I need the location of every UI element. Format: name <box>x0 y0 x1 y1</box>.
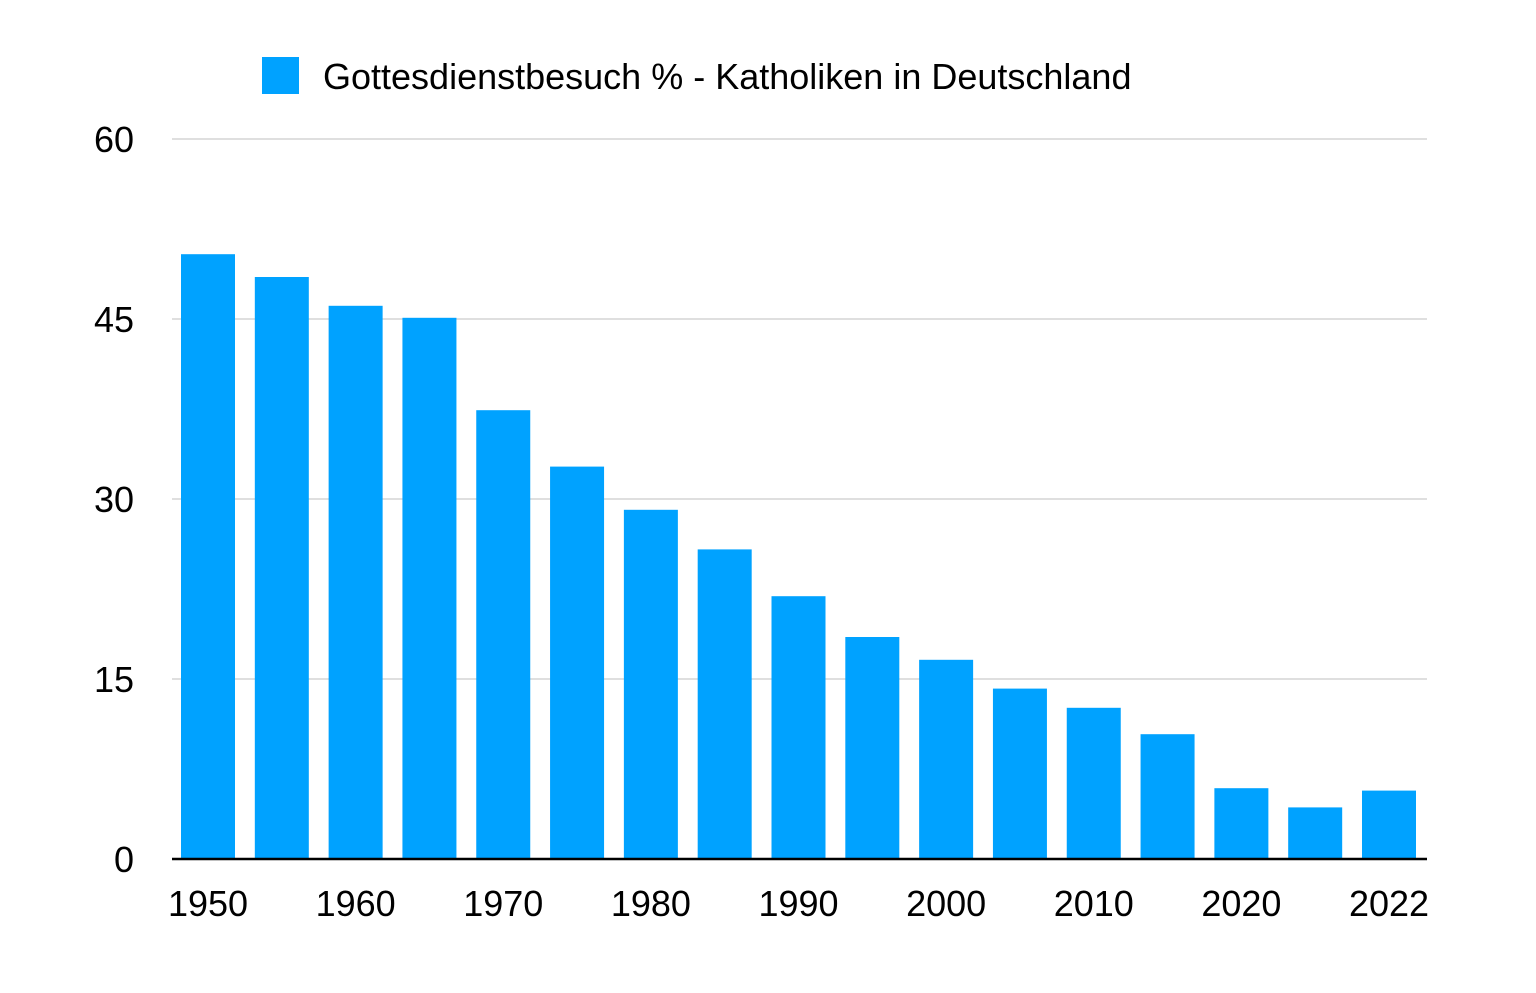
x-tick-label: 1990 <box>758 883 838 924</box>
legend: Gottesdienstbesuch % - Katholiken in Deu… <box>262 56 1131 97</box>
bar-1990 <box>771 596 826 859</box>
bar-1955 <box>254 277 309 859</box>
bar-1985 <box>697 549 752 859</box>
bars <box>181 254 1416 859</box>
y-tick-label: 30 <box>94 479 134 520</box>
y-tick-label: 45 <box>94 299 134 340</box>
bar-2021 <box>1288 807 1343 859</box>
y-tick-label: 60 <box>94 119 134 160</box>
bar-1975 <box>550 466 605 859</box>
x-tick-labels: 1950 1960 1970 1980 1990 2000 2010 2020 2022 <box>168 883 1429 924</box>
x-tick-label: 2022 <box>1349 883 1429 924</box>
x-tick-label: 2020 <box>1201 883 1281 924</box>
bar-1960 <box>328 305 383 859</box>
y-tick-label: 15 <box>94 659 134 700</box>
bar-1980 <box>623 509 678 859</box>
x-tick-label: 1980 <box>611 883 691 924</box>
bar-2005 <box>992 688 1047 859</box>
bar-2015 <box>1140 734 1195 859</box>
legend-swatch <box>262 57 299 94</box>
x-tick-label: 1960 <box>316 883 396 924</box>
x-tick-label: 2000 <box>906 883 986 924</box>
bar-2000 <box>919 659 974 859</box>
bar-2020 <box>1214 788 1269 859</box>
x-tick-label: 2010 <box>1054 883 1134 924</box>
bar-1950 <box>181 254 235 859</box>
bar-2022 <box>1362 790 1416 859</box>
legend-label: Gottesdienstbesuch % - Katholiken in Deu… <box>323 56 1131 97</box>
bar-2010 <box>1066 707 1121 859</box>
bar-1965 <box>402 317 457 859</box>
bar-1970 <box>476 410 531 859</box>
y-tick-label: 0 <box>114 839 134 880</box>
x-tick-label: 1950 <box>168 883 248 924</box>
y-tick-labels: 0 15 30 45 60 <box>94 119 134 880</box>
x-tick-label: 1970 <box>463 883 543 924</box>
bar-1995 <box>845 637 900 859</box>
